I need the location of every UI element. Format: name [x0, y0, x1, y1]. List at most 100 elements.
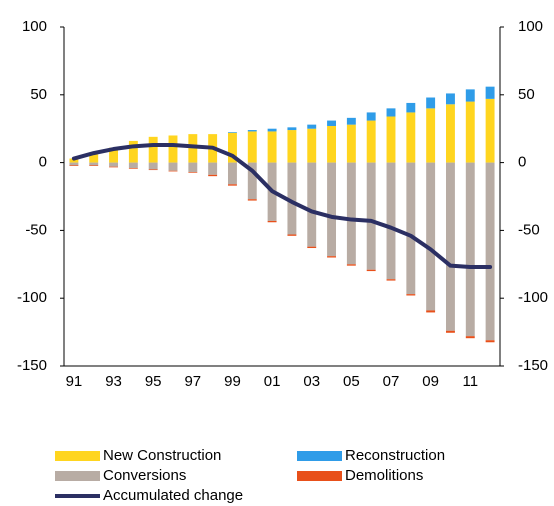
- legend-label: New Construction: [103, 447, 221, 464]
- y-tick-label: 100: [22, 18, 47, 35]
- bar-segment: [69, 162, 79, 166]
- bar-segment: [307, 246, 317, 249]
- bar-segment: [406, 112, 416, 163]
- bar-segment: [465, 162, 475, 337]
- legend-swatch: [297, 451, 342, 461]
- x-tick-label: 01: [264, 373, 281, 390]
- x-tick-label: 07: [383, 373, 400, 390]
- bar-segment: [327, 120, 337, 126]
- bar-segment: [148, 162, 158, 170]
- x-tick-label: 97: [184, 373, 201, 390]
- bar-segment: [89, 162, 99, 166]
- bar-segment: [69, 158, 79, 163]
- bar-segment: [426, 162, 436, 311]
- legend-swatch: [297, 471, 342, 481]
- bar-segment: [148, 169, 158, 171]
- bar-segment: [188, 172, 198, 173]
- bar-segment: [227, 184, 237, 186]
- y2-tick-label: 50: [518, 86, 535, 103]
- bar-segment: [485, 162, 495, 341]
- bar-segment: [128, 140, 138, 163]
- x-tick-label: 95: [145, 373, 162, 390]
- bar-segment: [406, 102, 416, 113]
- bar-segment: [307, 128, 317, 163]
- legend-label: Accumulated change: [103, 487, 243, 504]
- bar-segment: [406, 294, 416, 296]
- bar-segment: [128, 162, 138, 169]
- bar-segment: [227, 132, 237, 133]
- bar-segment: [406, 162, 416, 295]
- y-tick-label: -50: [25, 221, 47, 238]
- bar-segment: [168, 170, 178, 172]
- y2-tick-label: 0: [518, 154, 526, 171]
- x-tick-label: 93: [105, 373, 122, 390]
- bar-segment: [327, 125, 337, 163]
- legend-swatch: [55, 471, 100, 481]
- bar-segment: [485, 98, 495, 163]
- legend-label: Demolitions: [345, 467, 423, 484]
- bar-segment: [426, 108, 436, 163]
- bar-segment: [307, 162, 317, 247]
- bar-segment: [485, 340, 495, 343]
- legend-swatch: [55, 451, 100, 461]
- bar-segment: [267, 131, 277, 163]
- bar-segment: [386, 162, 396, 280]
- bar-segment: [445, 93, 455, 105]
- y2-tick-label: -150: [518, 357, 548, 374]
- bar-segment: [208, 162, 218, 175]
- bar-segment: [426, 310, 436, 313]
- bar-segment: [227, 132, 237, 163]
- x-tick-label: 05: [343, 373, 360, 390]
- y-tick-label: -150: [17, 357, 47, 374]
- bar-segment: [208, 174, 218, 177]
- bar-segment: [188, 162, 198, 173]
- bar-segment: [109, 147, 119, 163]
- y2-tick-label: -100: [518, 289, 548, 306]
- bar-segment: [247, 131, 257, 163]
- bar-segment: [89, 154, 99, 163]
- bar-segment: [227, 162, 237, 185]
- line: [71, 142, 493, 270]
- bar-segment: [247, 199, 257, 201]
- bar-segment: [168, 135, 178, 163]
- x-tick-label: 99: [224, 373, 241, 390]
- y-tick-label: 50: [30, 86, 47, 103]
- bar-segment: [465, 336, 475, 339]
- bar-segment: [366, 112, 376, 121]
- bar-segment: [485, 86, 495, 99]
- bar-segment: [346, 124, 356, 163]
- bar-segment: [267, 128, 277, 132]
- bar-segment: [287, 130, 297, 163]
- bar-segment: [89, 165, 99, 166]
- bar-segment: [465, 101, 475, 163]
- bar-segment: [366, 269, 376, 272]
- bar-segment: [366, 120, 376, 163]
- bar-segment: [327, 162, 337, 257]
- bar-segment: [445, 104, 455, 163]
- bar-segment: [247, 162, 257, 200]
- bar-segment: [386, 279, 396, 281]
- y2-tick-label: 100: [518, 18, 543, 35]
- x-tick-label: 09: [422, 373, 439, 390]
- bar-segment: [386, 116, 396, 163]
- x-tick-label: 91: [66, 373, 83, 390]
- bar-segment: [386, 108, 396, 117]
- bar-segment: [128, 168, 138, 169]
- bar-segment: [109, 166, 119, 168]
- bar-segment: [247, 130, 257, 132]
- bar-segment: [426, 97, 436, 109]
- bar-segment: [148, 136, 158, 163]
- bar-segment: [267, 220, 277, 223]
- y-tick-label: -100: [17, 289, 47, 306]
- bar-segment: [465, 89, 475, 102]
- bar-segment: [346, 162, 356, 265]
- bar-segment: [327, 256, 337, 258]
- bar-segment: [168, 162, 178, 171]
- bar-segment: [346, 117, 356, 125]
- x-tick-label: 11: [462, 373, 478, 390]
- y-tick-label: 0: [39, 154, 47, 171]
- bar-segment: [287, 127, 297, 131]
- bar-segment: [109, 162, 119, 167]
- bar-segment: [366, 162, 376, 270]
